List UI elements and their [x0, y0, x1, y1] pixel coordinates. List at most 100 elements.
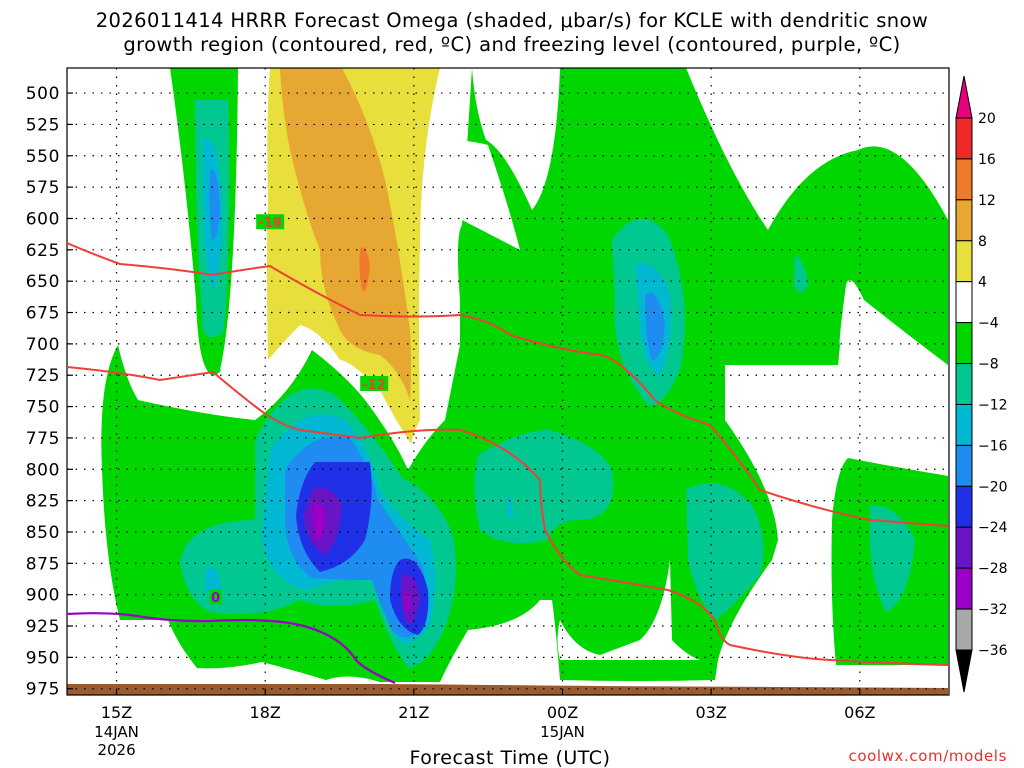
colorbar-label: −32	[978, 602, 1008, 618]
contour-label-bg	[209, 589, 222, 605]
plot-frame	[66, 67, 950, 696]
x-tick-sublabel: 15JAN	[540, 723, 585, 741]
omega-gap-upper-mid2	[472, 68, 560, 210]
omega-region-orange-spot	[359, 247, 370, 292]
colorbar-box	[955, 485, 973, 528]
omega-region-teal-right-lower	[686, 482, 764, 620]
y-tick-label: 850	[26, 523, 60, 543]
omega-region-cyan-mid-small	[506, 495, 513, 520]
contour-label: -18	[258, 216, 282, 231]
colorbar-label: −28	[978, 561, 1008, 577]
y-tick-label: 600	[26, 209, 60, 229]
omega-gap-left-upper	[67, 68, 196, 360]
colorbar-top-arrow	[955, 75, 973, 119]
omega-gap-upper-middle	[220, 68, 270, 370]
y-tick-label: 650	[26, 272, 60, 292]
colorbar-box	[955, 363, 973, 405]
y-tick-label: 725	[26, 366, 60, 386]
colorbar-label: 4	[978, 275, 987, 291]
colorbar-box	[955, 117, 973, 160]
colorbar-box	[955, 567, 973, 610]
freezing-level-contour	[67, 612, 396, 685]
x-tick-label: 00Z	[547, 703, 578, 722]
colorbar-label: −24	[978, 520, 1008, 536]
omega-shading	[67, 68, 949, 695]
colorbar-box	[955, 526, 973, 569]
omega-gap-right-middle	[725, 365, 842, 445]
y-tick-label: 525	[26, 115, 60, 135]
colorbar-label: −20	[978, 479, 1008, 495]
x-tick-sublabel: 14JAN	[94, 723, 139, 741]
y-tick-label: 500	[26, 84, 60, 104]
y-tick-label: 575	[26, 178, 60, 198]
y-tick-label: 775	[26, 429, 60, 449]
y-tick-labels: 500 525 550 575 600 625 650 675 700 725 750 775 800 8…	[26, 84, 60, 700]
chart-title-line2: growth region (contoured, red, ºC) and f…	[123, 33, 901, 56]
colorbar-box	[955, 281, 973, 324]
colorbar-bottom-arrow	[955, 649, 973, 693]
chart-title-line1: 2026011414 HRRR Forecast Omega (shaded, …	[95, 9, 929, 32]
x-tick-label: 21Z	[398, 703, 429, 722]
contour-label: 0	[211, 591, 220, 606]
y-tick-label: 950	[26, 648, 60, 668]
watermark: coolwx.com/models	[848, 747, 1007, 765]
freezing-level-line	[67, 612, 396, 685]
y-tick-label: 975	[26, 680, 60, 700]
omega-region-blue-right-column	[645, 293, 665, 360]
colorbar-box	[955, 608, 973, 651]
omega-gap-center	[444, 140, 520, 250]
omega-gap-bottom-mid	[557, 560, 700, 660]
colorbar-label: −16	[978, 438, 1008, 454]
x-tick-label: 18Z	[250, 703, 281, 722]
x-axis-title: Forecast Time (UTC)	[410, 747, 611, 768]
y-tick-label: 825	[26, 492, 60, 512]
y-tick-label: 925	[26, 617, 60, 637]
omega-region-cyan-left-small	[205, 567, 222, 595]
colorbar-label: 8	[978, 234, 987, 250]
contour-label-bg	[360, 376, 389, 392]
colorbar-box	[955, 240, 973, 283]
x-tick-label: 06Z	[844, 703, 875, 722]
colorbar-label: −36	[978, 643, 1008, 659]
colorbar-label: 20	[978, 111, 996, 127]
dgz-contour-lower	[67, 366, 949, 666]
dgz-contour-upper	[67, 242, 949, 527]
dgz-contours	[67, 242, 949, 666]
x-gridlines	[115, 68, 861, 695]
colorbar-label: −8	[978, 357, 999, 373]
x-tick-label: 15Z	[101, 703, 132, 722]
omega-region-teal-small	[794, 255, 808, 293]
colorbar-box	[955, 444, 973, 487]
x-tick-label: 03Z	[695, 703, 726, 722]
y-tick-label: 550	[26, 147, 60, 167]
omega-region-gold-plume	[280, 68, 411, 400]
contour-label: -12	[362, 378, 386, 393]
colorbar-label: 12	[978, 193, 996, 209]
y-tick-label: 875	[26, 554, 60, 574]
colorbar-box	[955, 403, 973, 446]
colorbar-box	[955, 322, 973, 365]
contour-label-bg	[256, 214, 285, 230]
contour-labels: -18 -12 0	[209, 214, 389, 606]
colorbar-label: −4	[978, 316, 999, 332]
omega-region-deeppurple-lower	[404, 591, 411, 612]
y-tick-label: 675	[26, 304, 60, 324]
y-gridlines	[67, 92, 949, 690]
y-tick-label: 900	[26, 586, 60, 606]
omega-region-green-bottom	[560, 660, 705, 680]
x-tick-sublabel-year: 2026	[97, 741, 135, 759]
y-tick-label: 700	[26, 335, 60, 355]
colorbar-label: 16	[978, 152, 996, 168]
colorbar: 20 16 12 8 4 −4 −8 −12 −16 −20 −24 −28 −32 −36	[955, 75, 1008, 693]
y-tick-label: 750	[26, 398, 60, 418]
colorbar-label: −12	[978, 397, 1008, 413]
ground-terrain	[67, 684, 948, 695]
y-tick-label: 800	[26, 460, 60, 480]
y-tick-label: 625	[26, 241, 60, 261]
colorbar-box	[955, 158, 973, 201]
omega-region-teal-far-right	[870, 505, 915, 612]
omega-region-green-mid-lower	[583, 545, 623, 640]
colorbar-box	[955, 199, 973, 242]
